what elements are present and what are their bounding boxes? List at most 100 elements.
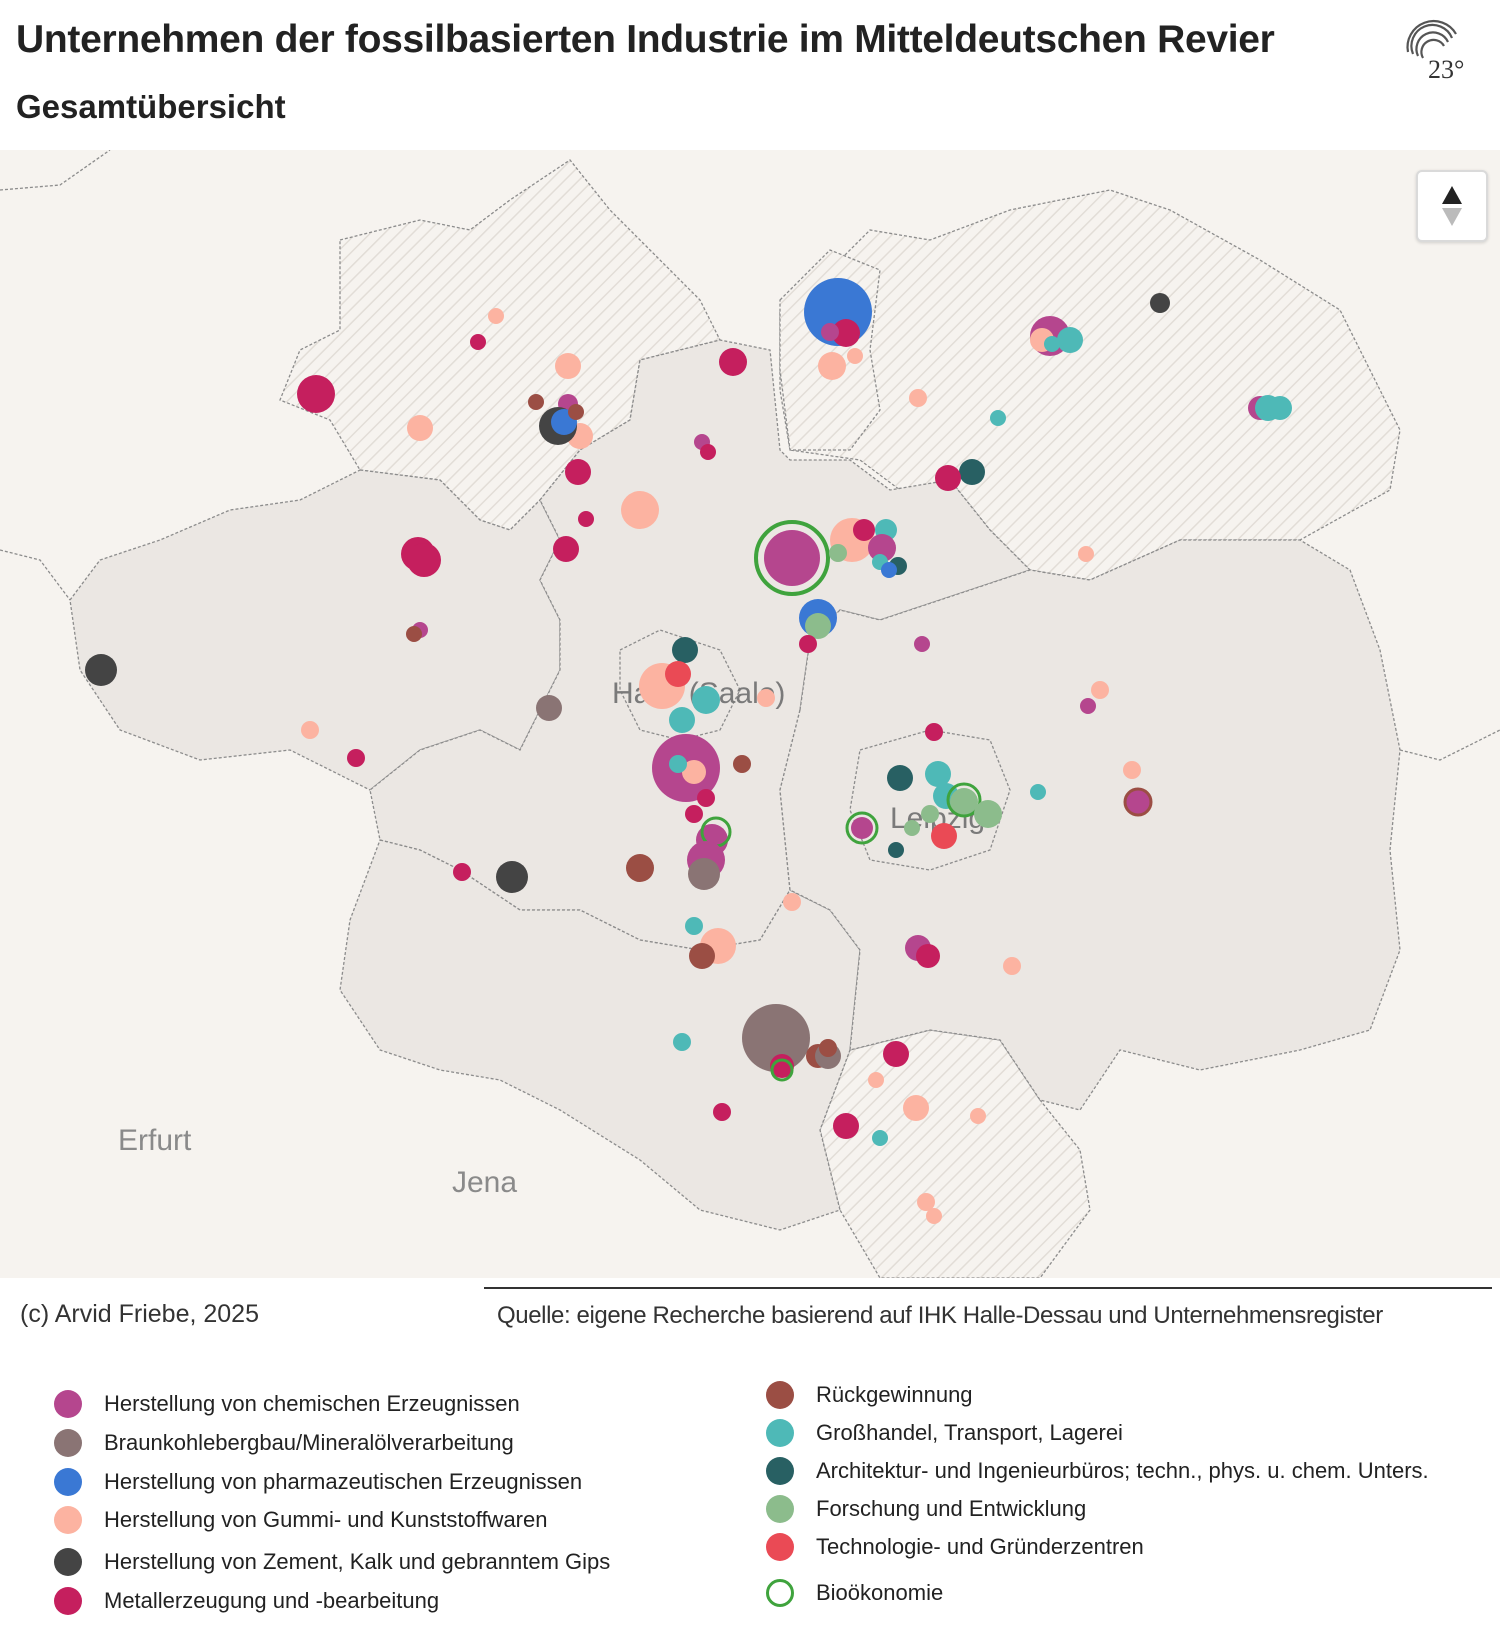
marker-zement[interactable]	[85, 654, 117, 686]
marker-rueck[interactable]	[568, 404, 584, 420]
marker-metall[interactable]	[713, 1103, 731, 1121]
marker-gummi[interactable]	[757, 689, 775, 707]
legend-item-zement: Herstellung von Zement, Kalk und gebrann…	[54, 1548, 610, 1576]
map[interactable]: Halle (Saale) Leipzig Erfurt Jena	[0, 150, 1500, 1278]
marker-chem[interactable]	[1125, 789, 1151, 815]
marker-metall[interactable]	[685, 805, 703, 823]
marker-chem[interactable]	[821, 323, 839, 341]
marker-metall[interactable]	[697, 789, 715, 807]
marker-metall[interactable]	[883, 1041, 909, 1067]
marker-gummi[interactable]	[909, 389, 927, 407]
zoom-reset-button[interactable]	[1416, 170, 1488, 242]
marker-bio-ring[interactable]	[754, 520, 830, 596]
marker-gummi[interactable]	[818, 352, 846, 380]
marker-archi[interactable]	[888, 842, 904, 858]
marker-metall[interactable]	[853, 519, 875, 541]
marker-gummi[interactable]	[301, 721, 319, 739]
marker-gross[interactable]	[1268, 396, 1292, 420]
legend-dot	[766, 1495, 794, 1523]
marker-tech[interactable]	[665, 661, 691, 687]
marker-metall[interactable]	[799, 635, 817, 653]
marker-gross[interactable]	[673, 1033, 691, 1051]
marker-archi[interactable]	[672, 637, 698, 663]
marker-rueck[interactable]	[689, 943, 715, 969]
marker-metall[interactable]	[470, 334, 486, 350]
marker-chem[interactable]	[1080, 698, 1096, 714]
marker-gummi[interactable]	[488, 308, 504, 324]
marker-braun[interactable]	[742, 1004, 810, 1072]
marker-bio-ring[interactable]	[845, 811, 879, 845]
legend-dot	[766, 1419, 794, 1447]
marker-metall[interactable]	[833, 1113, 859, 1139]
marker-gummi[interactable]	[1091, 681, 1109, 699]
marker-metall[interactable]	[565, 459, 591, 485]
marker-metall[interactable]	[719, 348, 747, 376]
marker-forsch[interactable]	[921, 805, 939, 823]
marker-chem[interactable]	[764, 530, 820, 586]
marker-metall[interactable]	[770, 1054, 794, 1078]
marker-forsch[interactable]	[974, 800, 1002, 828]
marker-forsch[interactable]	[805, 613, 831, 639]
marker-archi[interactable]	[887, 765, 913, 791]
marker-zement[interactable]	[1150, 293, 1170, 313]
marker-braun[interactable]	[536, 695, 562, 721]
marker-forsch[interactable]	[950, 788, 978, 816]
marker-gross[interactable]	[1057, 327, 1083, 353]
marker-gross[interactable]	[669, 707, 695, 733]
marker-gummi[interactable]	[1003, 957, 1021, 975]
marker-rueck[interactable]	[406, 626, 422, 642]
marker-gross[interactable]	[925, 761, 951, 787]
marker-rueck[interactable]	[733, 755, 751, 773]
marker-metall[interactable]	[700, 444, 716, 460]
marker-chem[interactable]	[868, 534, 896, 562]
marker-metall[interactable]	[916, 944, 940, 968]
marker-metall[interactable]	[832, 319, 860, 347]
marker-bio-ring[interactable]	[946, 782, 982, 818]
marker-gummi[interactable]	[903, 1095, 929, 1121]
marker-gross[interactable]	[872, 1130, 888, 1146]
marker-gross[interactable]	[692, 686, 720, 714]
marker-metall[interactable]	[297, 375, 335, 413]
marker-gummi[interactable]	[868, 1072, 884, 1088]
marker-gummi[interactable]	[555, 353, 581, 379]
marker-gummi[interactable]	[1078, 546, 1094, 562]
marker-gross[interactable]	[990, 410, 1006, 426]
marker-gross[interactable]	[685, 917, 703, 935]
marker-metall[interactable]	[925, 723, 943, 741]
marker-gummi[interactable]	[682, 760, 706, 784]
marker-pharma[interactable]	[881, 562, 897, 578]
marker-gummi[interactable]	[783, 893, 801, 911]
district-harz	[279, 159, 721, 531]
marker-tech[interactable]	[931, 823, 957, 849]
marker-forsch[interactable]	[904, 820, 920, 836]
marker-rueck[interactable]	[819, 1039, 837, 1057]
marker-gross[interactable]	[669, 755, 687, 773]
marker-metall[interactable]	[553, 536, 579, 562]
marker-gummi[interactable]	[407, 415, 433, 441]
marker-zement[interactable]	[496, 861, 528, 893]
marker-gummi[interactable]	[926, 1208, 942, 1224]
marker-gummi[interactable]	[1123, 761, 1141, 779]
marker-gross[interactable]	[1044, 336, 1060, 352]
marker-metall[interactable]	[935, 465, 961, 491]
marker-forsch[interactable]	[829, 544, 847, 562]
marker-bio-ring[interactable]	[770, 1058, 794, 1082]
marker-braun[interactable]	[688, 858, 720, 890]
marker-gummi[interactable]	[847, 348, 863, 364]
marker-rueck[interactable]	[1123, 787, 1153, 817]
marker-metall[interactable]	[578, 511, 594, 527]
marker-metall[interactable]	[347, 749, 365, 767]
marker-archi[interactable]	[959, 459, 985, 485]
marker-metall[interactable]	[407, 543, 441, 577]
legend-item-tech: Technologie- und Gründerzentren	[766, 1533, 1144, 1561]
credit-text: (c) Arvid Friebe, 2025	[20, 1300, 259, 1328]
marker-chem[interactable]	[914, 636, 930, 652]
marker-gummi[interactable]	[970, 1108, 986, 1124]
marker-metall[interactable]	[453, 863, 471, 881]
marker-rueck[interactable]	[528, 394, 544, 410]
marker-gummi[interactable]	[917, 1193, 935, 1211]
marker-chem[interactable]	[851, 817, 873, 839]
marker-gummi[interactable]	[621, 491, 659, 529]
marker-rueck[interactable]	[626, 854, 654, 882]
marker-gross[interactable]	[1030, 784, 1046, 800]
